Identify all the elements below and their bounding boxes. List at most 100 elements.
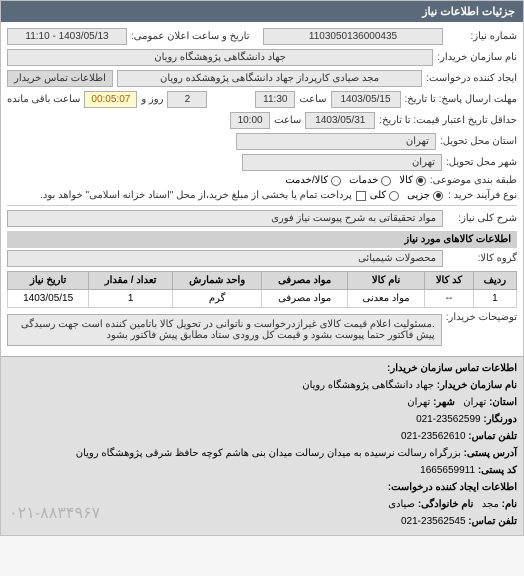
cell-qty: 1 [89, 290, 173, 308]
f-org-label: نام سازمان خریدار: [437, 380, 517, 391]
details-panel: جزئیات اطلاعات نیاز شماره نیاز: 11030501… [0, 0, 524, 536]
time-label-1: ساعت [299, 94, 326, 105]
radio-dot-icon [381, 176, 391, 186]
credit-time-value: 10:00 [230, 112, 270, 129]
cell-consumable: مواد مصرفی [262, 290, 348, 308]
items-table: ردیف کد کالا نام کالا مواد مصرفی واحد شم… [7, 271, 517, 308]
proc-note: پرداخت تمام یا بخشی از مبلغ خرید،از محل … [7, 190, 352, 201]
th-name: نام کالا [347, 272, 424, 290]
row-procurement: نوع فرآیند خرید : جزیی کلی پرداخت تمام ی… [7, 190, 517, 201]
f-lname-label: نام خانوادگی: [418, 499, 474, 510]
province-label: استان محل تحویل: [440, 136, 517, 147]
row-province: استان محل تحویل: تهران [7, 133, 517, 150]
watermark-text: ۰۲۱-۸۸۳۴۹۶۷ [9, 501, 100, 527]
remain-suffix: ساعت باقی مانده [7, 94, 80, 105]
remain-time-value: 00:05:07 [84, 91, 137, 108]
th-consumable: مواد مصرفی [262, 272, 348, 290]
group-value: محصولات شیمیائی [7, 250, 443, 267]
row-buyer: نام سازمان خریدار: جهاد دانشگاهی پژوهشگا… [7, 49, 517, 66]
credit-date-value: 1403/05/31 [305, 112, 375, 129]
group-label: گروه کالا: [447, 253, 517, 264]
f-org: جهاد دانشگاهی پژوهشگاه رویان [302, 380, 434, 391]
radio-jozi[interactable]: جزیی [407, 190, 443, 201]
th-code: کد کالا [425, 272, 474, 290]
desc-text: .مسئولیت اعلام قیمت کالای غیرازدرخواست و… [7, 314, 442, 346]
treasury-checkbox[interactable] [356, 191, 366, 201]
city-value: تهران [242, 154, 442, 171]
cell-rownum: 1 [473, 290, 516, 308]
cell-name: مواد معدنی [347, 290, 424, 308]
row-req-no: شماره نیاز: 1103050136000435 تاریخ و ساع… [7, 28, 517, 45]
footer-title: اطلاعات تماس سازمان خریدار: [387, 363, 517, 374]
panel-body: شماره نیاز: 1103050136000435 تاریخ و ساع… [1, 22, 523, 356]
pub-datetime-label: تاریخ و ساعت اعلان عمومی: [131, 31, 250, 42]
radio-kala-khadamat[interactable]: کالا/خدمت [285, 175, 341, 186]
f-city-label: شهر: [433, 397, 455, 408]
creator-label: ایجاد کننده درخواست: [426, 73, 517, 84]
contact-buyer-button[interactable]: اطلاعات تماس خریدار [7, 70, 113, 87]
radio-koli-label: کلی [370, 190, 386, 201]
f-province: تهران [463, 397, 486, 408]
radio-khadamat[interactable]: خدمات [349, 175, 391, 186]
table-row[interactable]: 1 -- مواد معدنی مواد مصرفی گرم 1 1403/05… [8, 290, 517, 308]
day-word: روز و [141, 94, 163, 105]
f-name: مجد [482, 499, 499, 510]
deadline-date-value: 1403/05/15 [331, 91, 401, 108]
city-label: شهر محل تحویل: [446, 157, 517, 168]
f-cphone: 23562545-021 [401, 516, 466, 527]
radio-dot-icon [389, 191, 399, 201]
class-radio-group: کالا خدمات کالا/خدمت [285, 175, 426, 186]
radio-khadamat-label: خدمات [349, 175, 378, 186]
row-credit: حداقل تاریخ اعتبار قیمت: تا تاریخ: 1403/… [7, 112, 517, 129]
summary-value: مواد تحقیقاتی به شرح پیوست نیاز فوری [7, 210, 443, 227]
radio-koli[interactable]: کلی [370, 190, 399, 201]
f-name-label: نام: [502, 499, 517, 510]
cell-date: 1403/05/15 [8, 290, 89, 308]
time-label-2: ساعت [274, 115, 301, 126]
radio-dot-icon [331, 176, 341, 186]
row-group: گروه کالا: محصولات شیمیائی [7, 250, 517, 267]
row-summary: شرح کلی نیاز: مواد تحقیقاتی به شرح پیوست… [7, 210, 517, 227]
radio-jozi-label: جزیی [407, 190, 430, 201]
buyer-name-label: نام سازمان خریدار: [437, 52, 517, 63]
cell-unit: گرم [172, 290, 262, 308]
panel-title: جزئیات اطلاعات نیاز [1, 1, 523, 22]
buyer-name-value: جهاد دانشگاهی پژوهشگاه رویان [7, 49, 433, 66]
deadline-time-value: 11:30 [255, 91, 295, 108]
row-creator: ایجاد کننده درخواست: مجد صیادی کارپرداز … [7, 70, 517, 87]
f-addr-label: آدرس پستی: [464, 448, 517, 459]
f-phone-label: تلفن تماس: [468, 431, 517, 442]
summary-label: شرح کلی نیاز: [447, 213, 517, 224]
radio-kala-khadamat-label: کالا/خدمت [285, 175, 328, 186]
desc-label: توضیحات خریدار: [446, 312, 517, 323]
deadline-label: مهلت ارسال پاسخ: تا تاریخ: [405, 94, 517, 105]
f-post: 1665659911 [420, 465, 475, 476]
f-phone: 23562610-021 [401, 431, 466, 442]
row-deadline: مهلت ارسال پاسخ: تا تاریخ: 1403/05/15 سا… [7, 91, 517, 108]
proc-label: نوع فرآیند خرید : [447, 190, 517, 201]
creator-value: مجد صیادی کارپرداز جهاد دانشگاهی پژوهشکد… [117, 70, 422, 87]
class-label: طبقه بندی موضوعی: [430, 175, 517, 186]
pub-datetime-value: 1403/05/13 - 11:10 [7, 28, 127, 45]
radio-dot-icon [433, 191, 443, 201]
f-creator-title: اطلاعات ایجاد کننده درخواست: [388, 482, 517, 493]
f-fax: 23562599-021 [416, 414, 481, 425]
row-classification: طبقه بندی موضوعی: کالا خدمات کالا/خدمت [7, 175, 517, 186]
f-city: تهران [407, 397, 430, 408]
table-header-row: ردیف کد کالا نام کالا مواد مصرفی واحد شم… [8, 272, 517, 290]
row-city: شهر محل تحویل: تهران [7, 154, 517, 171]
th-qty: تعداد / مقدار [89, 272, 173, 290]
req-no-label: شماره نیاز: [447, 31, 517, 42]
remain-days-value: 2 [167, 91, 207, 108]
province-value: تهران [236, 133, 436, 150]
f-lname: صیادی [388, 499, 415, 510]
items-section-title: اطلاعات کالاهای مورد نیاز [7, 231, 517, 248]
f-addr: بزرگراه رسالت نرسیده به میدان رسالت میدا… [76, 448, 461, 459]
radio-kala[interactable]: کالا [399, 175, 426, 186]
footer-info: اطلاعات تماس سازمان خریدار: نام سازمان خ… [1, 356, 523, 535]
proc-radio-group: جزیی کلی [370, 190, 443, 201]
f-fax-label: دورنگار: [483, 414, 517, 425]
th-date: تاریخ نیاز [8, 272, 89, 290]
row-desc: توضیحات خریدار: .مسئولیت اعلام قیمت کالا… [7, 312, 517, 346]
f-province-label: استان: [489, 397, 517, 408]
